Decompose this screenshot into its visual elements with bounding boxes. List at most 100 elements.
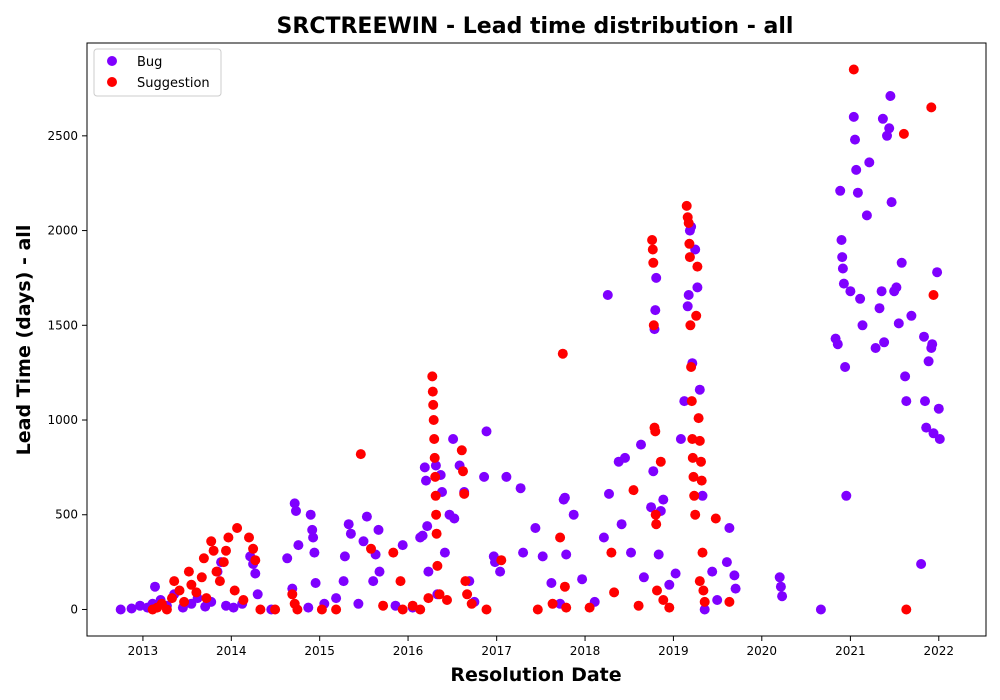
suggestion-point <box>681 200 692 211</box>
y-tick-label: 0 <box>70 602 78 616</box>
suggestion-point <box>650 509 661 520</box>
suggestion-point <box>688 471 699 482</box>
suggestion-point <box>428 415 439 425</box>
bug-point <box>568 509 579 520</box>
bug-point <box>651 272 662 283</box>
bug-point <box>373 524 384 535</box>
suggestion-point <box>690 509 701 520</box>
bug-point <box>331 593 342 604</box>
suggestion-point <box>292 604 303 615</box>
bug-point <box>616 519 627 530</box>
bug-point <box>501 471 512 482</box>
suggestion-point <box>460 576 471 587</box>
bug-point <box>368 576 379 587</box>
suggestion-point <box>229 585 240 596</box>
suggestion-point <box>169 576 180 587</box>
bug-point <box>338 576 349 587</box>
y-tick-label: 1000 <box>47 413 78 427</box>
bug-point <box>845 286 856 297</box>
x-tick-label: 2015 <box>304 644 335 658</box>
bug-point <box>923 356 934 367</box>
suggestion-point <box>427 386 438 397</box>
suggestion-point <box>167 593 177 604</box>
bug-point <box>353 598 364 609</box>
suggestion-point <box>397 604 408 615</box>
suggestion-point <box>250 555 261 566</box>
suggestion-point <box>244 532 254 543</box>
bug-point <box>638 572 649 583</box>
bug-point <box>309 547 320 558</box>
bug-point <box>422 521 433 532</box>
suggestion-point <box>429 434 440 444</box>
bug-point <box>896 257 907 268</box>
suggestion-point <box>650 426 661 437</box>
bug-point <box>850 134 860 145</box>
suggestion-point <box>287 589 298 600</box>
suggestion-point <box>198 553 209 564</box>
bug-point <box>449 513 460 524</box>
bug-point <box>835 185 846 196</box>
suggestion-point <box>218 557 229 568</box>
bug-point <box>291 506 301 516</box>
x-tick-label: 2018 <box>570 644 601 658</box>
bug-point <box>682 301 693 312</box>
suggestion-point <box>456 445 467 456</box>
suggestion-point <box>481 604 492 615</box>
suggestion-point <box>584 602 595 613</box>
suggestion-point <box>201 593 212 604</box>
bug-point <box>885 91 896 101</box>
suggestion-point <box>270 604 281 615</box>
bug-point <box>305 509 316 520</box>
suggestion-point <box>331 604 342 615</box>
suggestion-point <box>686 362 697 372</box>
bug-point <box>650 305 661 316</box>
bug-point <box>598 532 609 543</box>
suggestion-point <box>696 456 706 467</box>
bug-point <box>648 466 659 477</box>
bug-point <box>679 396 690 407</box>
bug-point <box>699 604 710 615</box>
suggestion-point <box>926 102 937 113</box>
suggestion-point <box>388 547 399 558</box>
bug-point <box>920 396 930 407</box>
bug-point <box>877 113 888 124</box>
bug-point <box>358 536 369 547</box>
suggestion-point <box>691 310 702 321</box>
bug-point <box>670 568 681 579</box>
bug-point <box>397 540 408 551</box>
bug-point <box>126 603 137 614</box>
bug-point <box>841 490 852 501</box>
suggestion-point <box>434 589 445 600</box>
bug-point <box>777 591 788 602</box>
x-tick-label: 2017 <box>481 644 512 658</box>
bug-point <box>307 524 318 535</box>
bug-point <box>840 362 851 372</box>
suggestion-point <box>459 488 470 499</box>
axes-layer: 2013 2014 2015 2016 2017 2018 2019 2020 2021 2022… <box>47 129 954 658</box>
bug-point <box>838 278 849 289</box>
bug-point <box>561 549 572 560</box>
suggestion-point <box>698 585 709 596</box>
bug-point <box>310 578 321 588</box>
suggestion-point <box>848 64 859 75</box>
suggestion-point <box>898 128 909 139</box>
suggestion-point <box>378 600 389 611</box>
suggestion-point <box>161 604 172 615</box>
bug-point <box>933 403 944 414</box>
bug-point <box>774 572 785 583</box>
bug-point <box>515 483 526 494</box>
points-layer <box>115 64 945 615</box>
suggestion-point <box>462 589 473 600</box>
suggestion-point <box>221 545 231 556</box>
suggestion-point <box>684 238 695 249</box>
chart-title: SRCTREEWIN - Lead time distribution - al… <box>277 14 794 39</box>
bug-point <box>423 566 434 577</box>
bug-point <box>876 286 887 297</box>
bug-point <box>852 187 863 198</box>
suggestion-point <box>628 485 639 496</box>
suggestion-point <box>901 604 912 615</box>
bug-point <box>729 570 740 581</box>
bug-point <box>417 530 428 541</box>
bug-point <box>439 547 450 558</box>
bug-point <box>636 439 646 450</box>
